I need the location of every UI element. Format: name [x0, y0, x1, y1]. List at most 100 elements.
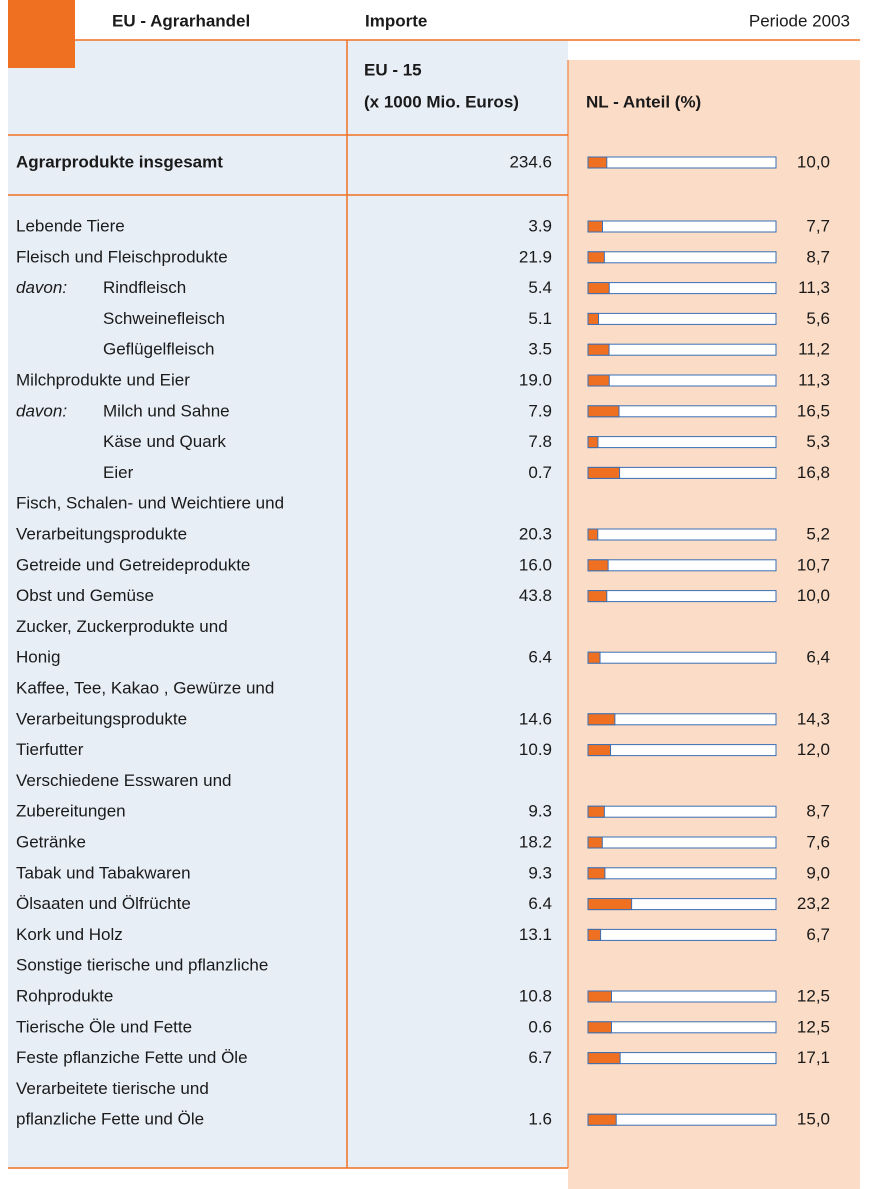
share-label: 5,2: [806, 524, 830, 543]
import-value: 5.4: [528, 278, 552, 297]
import-value: 6.4: [528, 894, 552, 913]
row-label: Lebende Tiere: [16, 216, 125, 235]
row-label: Tierfutter: [16, 740, 84, 759]
share-label: 12,0: [797, 740, 830, 759]
share-label: 14,3: [797, 709, 830, 728]
bar: [587, 928, 602, 941]
row-label: Getränke: [16, 832, 86, 851]
row-label: Milchprodukte und Eier: [16, 370, 190, 389]
bar: [587, 343, 610, 356]
column-heading: EU - 15: [364, 60, 422, 79]
share-label: 6,7: [806, 925, 830, 944]
bar: [587, 1021, 612, 1034]
column-heading: (x 1000 Mio. Euros): [364, 92, 519, 111]
share-label: 15,0: [797, 1110, 830, 1129]
row-label: Obst und Gemüse: [16, 586, 154, 605]
import-value: 234.6: [509, 152, 552, 171]
share-label: 7,7: [806, 216, 830, 235]
bar-track: [587, 374, 777, 387]
row-label: Rindfleisch: [103, 278, 186, 297]
row-label: Feste pflanziche Fette und Öle: [16, 1048, 248, 1067]
row-label: Fleisch und Fleischprodukte: [16, 247, 228, 266]
import-value: 9.3: [528, 863, 552, 882]
bar-track: [587, 836, 777, 849]
bar: [587, 251, 605, 264]
bar-track: [587, 744, 777, 757]
bar-track: [587, 156, 777, 169]
row-label: Zucker, Zuckerprodukte und: [16, 617, 228, 636]
corner-square: [8, 0, 75, 68]
bar-track: [587, 251, 777, 264]
bar: [587, 990, 612, 1003]
row-label: Verschiedene Esswaren und: [16, 771, 231, 790]
bar: [587, 405, 620, 418]
share-label: 16,8: [797, 463, 830, 482]
row-label: Milch und Sahne: [103, 401, 230, 420]
imports-heading: Importe: [365, 11, 427, 30]
bar: [587, 590, 608, 603]
share-label: 11,3: [798, 370, 830, 389]
row-label: Getreide und Getreideprodukte: [16, 555, 250, 574]
title: EU - Agrarhandel: [112, 11, 250, 30]
bar: [587, 220, 603, 233]
import-value: 13.1: [519, 925, 552, 944]
share-label: 5,3: [806, 432, 830, 451]
import-value: 0.6: [528, 1017, 552, 1036]
bar-track: [587, 559, 777, 572]
row-label: Verarbeitungsprodukte: [16, 524, 187, 543]
bar-track: [587, 312, 777, 325]
share-label: 9,0: [806, 863, 830, 882]
import-value: 7.8: [528, 432, 552, 451]
import-value: 16.0: [519, 555, 552, 574]
share-label: 11,3: [798, 278, 830, 297]
share-label: 12,5: [797, 1017, 830, 1036]
import-value: 0.7: [528, 463, 552, 482]
bar-track: [587, 528, 777, 541]
column-heading: NL - Anteil (%): [586, 92, 701, 111]
bar-track: [587, 651, 777, 664]
bar-track: [587, 928, 777, 941]
bar: [587, 744, 612, 757]
row-label: Verarbeitete tierische und: [16, 1079, 209, 1098]
bar: [587, 898, 633, 911]
import-value: 14.6: [519, 709, 552, 728]
row-prefix: davon:: [16, 401, 67, 420]
row-label: Agrarprodukte insgesamt: [16, 152, 223, 171]
row-label: Sonstige tierische und pflanzliche: [16, 956, 268, 975]
share-label: 11,2: [798, 340, 830, 359]
row-label: Tierische Öle und Fette: [16, 1017, 192, 1036]
left-panel: [8, 40, 568, 1168]
bar-track: [587, 590, 777, 603]
bar-track: [587, 436, 777, 449]
share-label: 8,7: [806, 247, 830, 266]
import-value: 21.9: [519, 247, 552, 266]
row-label: Ölsaaten und Ölfrüchte: [16, 894, 191, 913]
row-label: Geflügelfleisch: [103, 340, 215, 359]
period: Periode 2003: [749, 11, 850, 30]
bar: [587, 559, 609, 572]
row-label: Schweinefleisch: [103, 309, 225, 328]
bar: [587, 836, 603, 849]
bar: [587, 651, 601, 664]
import-value: 1.6: [528, 1110, 552, 1129]
import-value: 9.3: [528, 802, 552, 821]
share-label: 5,6: [806, 309, 830, 328]
row-label: Zubereitungen: [16, 802, 126, 821]
bar-track: [587, 282, 777, 295]
import-value: 6.4: [528, 648, 552, 667]
bar: [587, 436, 599, 449]
bar: [587, 282, 610, 295]
share-label: 16,5: [797, 401, 830, 420]
share-label: 8,7: [806, 802, 830, 821]
import-value: 3.5: [528, 340, 552, 359]
bar: [587, 805, 605, 818]
import-value: 7.9: [528, 401, 552, 420]
row-label: Fisch, Schalen- und Weichtiere und: [16, 494, 284, 513]
import-value: 20.3: [519, 524, 552, 543]
bar: [587, 156, 608, 169]
row-label: Kork und Holz: [16, 925, 123, 944]
share-label: 23,2: [797, 894, 830, 913]
row-prefix: davon:: [16, 278, 67, 297]
share-label: 10,0: [797, 586, 830, 605]
bar-track: [587, 867, 777, 880]
